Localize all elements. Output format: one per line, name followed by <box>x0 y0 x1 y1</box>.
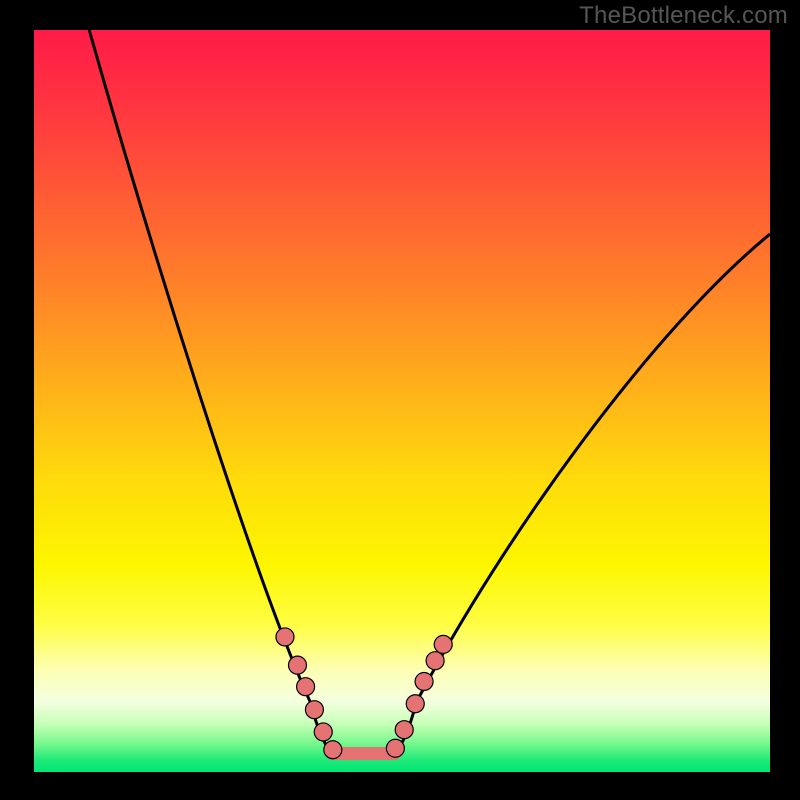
marker-dot <box>426 652 444 670</box>
marker-dot <box>276 628 294 646</box>
watermark-text: TheBottleneck.com <box>579 2 788 30</box>
marker-dot <box>415 672 433 690</box>
marker-dot <box>395 721 413 739</box>
marker-dot <box>288 656 306 674</box>
marker-dot <box>305 701 323 719</box>
curve-layer <box>34 30 770 772</box>
plot-area <box>34 30 770 772</box>
marker-dot <box>386 739 404 757</box>
marker-dot <box>324 741 342 759</box>
marker-dot <box>406 695 424 713</box>
marker-dot <box>297 678 315 696</box>
marker-dot <box>314 723 332 741</box>
markers-group <box>276 628 452 759</box>
chart-container: TheBottleneck.com <box>0 0 800 800</box>
marker-dot <box>434 635 452 653</box>
v-curve <box>89 30 770 753</box>
